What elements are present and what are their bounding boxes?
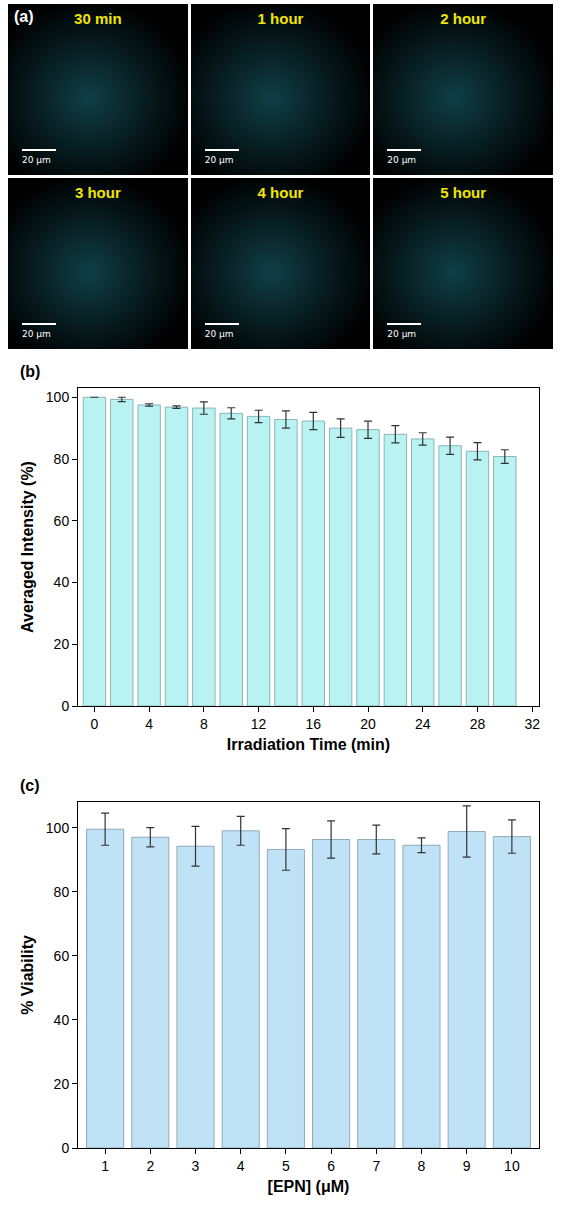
svg-text:Irradiation Time (min): Irradiation Time (min) — [227, 736, 390, 753]
svg-text:20: 20 — [54, 636, 70, 652]
svg-text:9: 9 — [463, 1158, 471, 1174]
svg-text:4: 4 — [237, 1158, 245, 1174]
html-text:5 hour: 5 hour — [440, 184, 487, 201]
html-text:20 μm: 20 μm — [204, 329, 234, 339]
svg-text:6: 6 — [327, 1158, 335, 1174]
svg-text:32: 32 — [524, 716, 540, 732]
html-text:2 hour: 2 hour — [440, 10, 487, 27]
svg-text:5: 5 — [282, 1158, 290, 1174]
svg-text:7: 7 — [372, 1158, 380, 1174]
svg-text:0: 0 — [91, 716, 99, 732]
svg-text:60: 60 — [54, 948, 70, 964]
svg-text:60: 60 — [54, 513, 70, 529]
svg-text:3: 3 — [192, 1158, 200, 1174]
html-text:1 hour: 1 hour — [257, 10, 304, 27]
html-text:20 μm: 20 μm — [204, 155, 234, 165]
svg-text:(b): (b) — [20, 363, 40, 380]
svg-text:80: 80 — [54, 884, 70, 900]
svg-text:10: 10 — [504, 1158, 520, 1174]
svg-text:8: 8 — [418, 1158, 426, 1174]
html-text:20 μm: 20 μm — [387, 329, 417, 339]
svg-text:24: 24 — [415, 716, 431, 732]
svg-text:(c): (c) — [20, 777, 40, 794]
svg-text:100: 100 — [46, 820, 70, 836]
html-text:20 μm: 20 μm — [387, 155, 417, 165]
svg-text:0: 0 — [61, 698, 69, 714]
svg-text:8: 8 — [200, 716, 208, 732]
svg-text:2: 2 — [146, 1158, 154, 1174]
svg-text:100: 100 — [46, 389, 70, 405]
svg-text:80: 80 — [54, 451, 70, 467]
svg-text:40: 40 — [54, 574, 70, 590]
html-text:20 μm: 20 μm — [22, 329, 51, 339]
svg-text:28: 28 — [470, 716, 486, 732]
svg-text:Averaged Intensity (%): Averaged Intensity (%) — [19, 461, 36, 633]
svg-text:20: 20 — [54, 1076, 70, 1092]
svg-text:20: 20 — [360, 716, 376, 732]
html-text:4 hour: 4 hour — [257, 184, 304, 201]
svg-text:0: 0 — [61, 1140, 69, 1156]
svg-text:4: 4 — [145, 716, 153, 732]
svg-text:[EPN] (μM): [EPN] (μM) — [268, 1178, 350, 1195]
html-text:(a): (a) — [14, 8, 34, 25]
svg-text:40: 40 — [54, 1012, 70, 1028]
svg-text:% Viability: % Viability — [19, 935, 36, 1015]
svg-text:16: 16 — [306, 716, 322, 732]
html-text:20 μm: 20 μm — [22, 155, 51, 165]
html-text:3 hour: 3 hour — [74, 184, 121, 201]
svg-text:12: 12 — [251, 716, 267, 732]
svg-text:1: 1 — [101, 1158, 109, 1174]
html-text:30 min: 30 min — [74, 10, 122, 27]
